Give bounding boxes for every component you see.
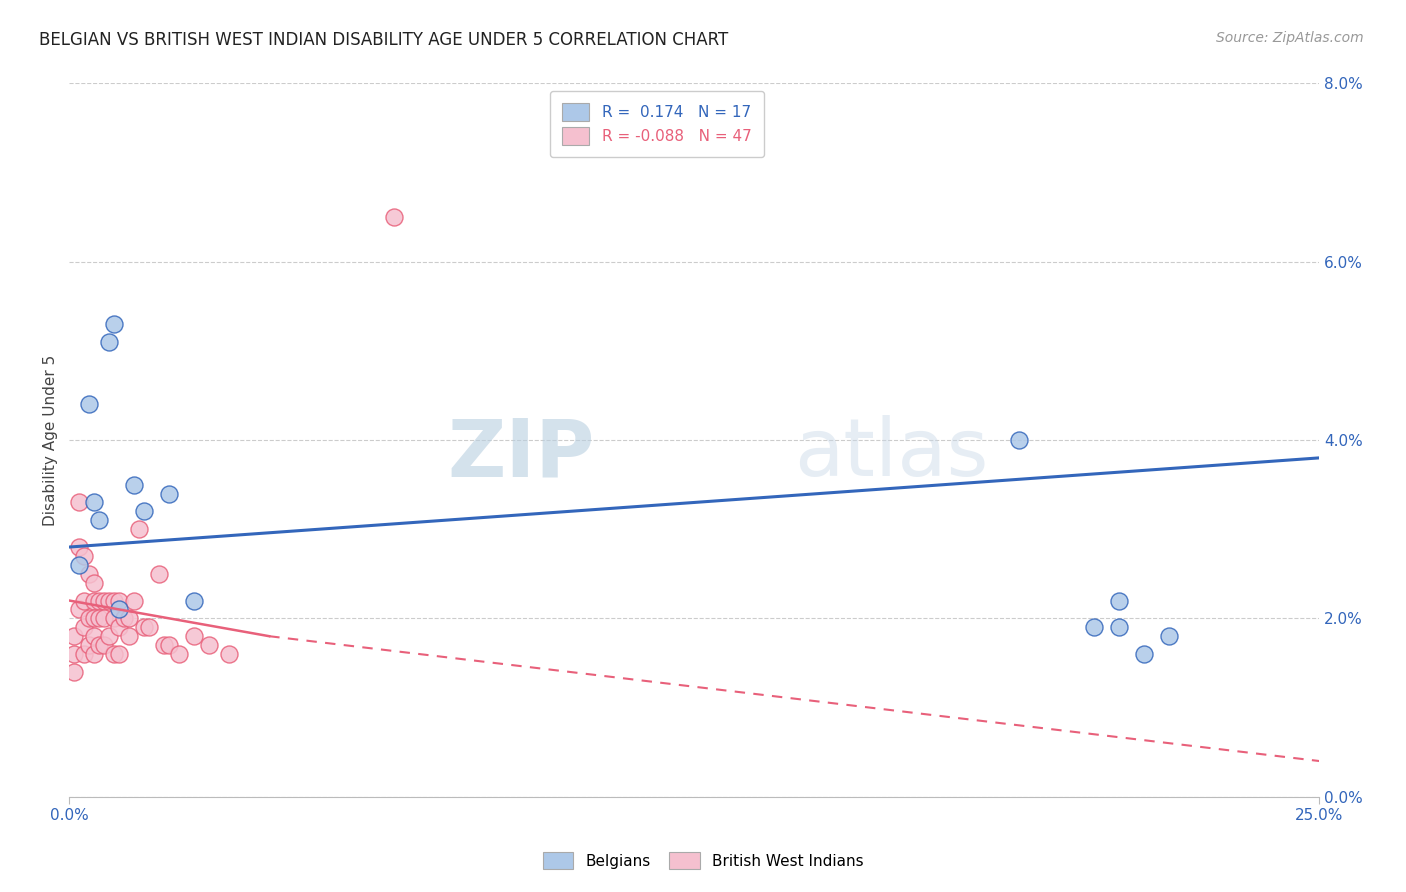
Point [73,620,96,634]
Point [77,638,100,652]
Point [83,575,105,590]
Point [218,647,240,661]
Point [89,611,111,625]
Point [183,593,205,607]
Point [89,593,111,607]
Point [108,647,131,661]
Point [77,611,100,625]
Point [118,629,141,643]
Point [122,477,145,491]
Point [153,638,176,652]
Point [167,647,190,661]
Point [138,620,160,634]
Point [108,602,131,616]
Point [198,638,221,652]
Point [83,593,105,607]
Point [112,611,135,625]
Point [63,665,86,679]
Point [77,397,100,411]
Point [73,647,96,661]
Point [73,549,96,563]
Point [67,540,90,554]
Point [122,593,145,607]
Point [118,611,141,625]
Point [183,629,205,643]
Point [1008,433,1031,447]
Text: atlas: atlas [794,416,988,493]
Point [157,486,180,500]
Y-axis label: Disability Age Under 5: Disability Age Under 5 [44,354,58,525]
Point [98,593,121,607]
Point [103,647,125,661]
Point [1133,647,1156,661]
Text: BELGIAN VS BRITISH WEST INDIAN DISABILITY AGE UNDER 5 CORRELATION CHART: BELGIAN VS BRITISH WEST INDIAN DISABILIT… [39,31,728,49]
Point [1159,629,1181,643]
Point [83,647,105,661]
Point [382,210,405,224]
Point [103,593,125,607]
Point [83,611,105,625]
Point [89,638,111,652]
Point [157,638,180,652]
Text: ZIP: ZIP [447,416,595,493]
Point [63,629,86,643]
Point [148,566,170,581]
Point [73,593,96,607]
Point [89,513,111,527]
Point [103,611,125,625]
Point [128,522,150,536]
Point [103,317,125,331]
Text: Source: ZipAtlas.com: Source: ZipAtlas.com [1216,31,1364,45]
Point [93,593,115,607]
Point [83,629,105,643]
Point [98,334,121,349]
Point [108,593,131,607]
Point [77,566,100,581]
Point [108,620,131,634]
Point [67,602,90,616]
Point [67,558,90,572]
Point [98,629,121,643]
Legend: Belgians, British West Indians: Belgians, British West Indians [537,846,869,875]
Point [134,620,156,634]
Point [83,495,105,509]
Point [93,611,115,625]
Point [1108,593,1130,607]
Point [134,504,156,518]
Point [1108,620,1130,634]
Point [67,495,90,509]
Point [1083,620,1105,634]
Legend: R =  0.174   N = 17, R = -0.088   N = 47: R = 0.174 N = 17, R = -0.088 N = 47 [550,91,763,157]
Point [93,638,115,652]
Point [63,647,86,661]
